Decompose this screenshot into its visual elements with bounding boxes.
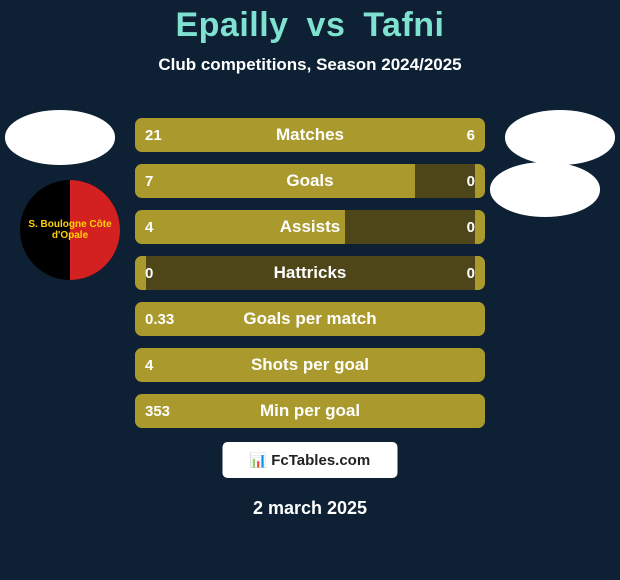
player1-name: Epailly (175, 6, 288, 44)
stat-row: Assists40 (135, 210, 485, 244)
stat-row: Shots per goal4 (135, 348, 485, 382)
avatar-placeholder-right-1 (505, 110, 615, 165)
bar-left-fill (135, 164, 415, 198)
bar-left-fill (135, 302, 485, 336)
stat-row: Goals per match0.33 (135, 302, 485, 336)
subtitle: Club competitions, Season 2024/2025 (0, 55, 620, 75)
bar-right-fill (398, 118, 486, 152)
stats-bars: Matches216 Goals70 Assists40 Hattricks00 Goa… (135, 118, 485, 440)
stat-row: Hattricks00 (135, 256, 485, 290)
crest-half (70, 180, 120, 280)
avatar-placeholder-right-2 (490, 162, 600, 217)
bar-left-fill (135, 394, 485, 428)
site-name: FcTables.com (271, 452, 370, 469)
vs-text: vs (299, 6, 354, 44)
crest-text: S. Boulogne Côte d'Opale (20, 219, 120, 241)
bar-left-fill (135, 256, 146, 290)
bar-left-fill (135, 210, 345, 244)
stat-row: Goals70 (135, 164, 485, 198)
stat-row: Min per goal353 (135, 394, 485, 428)
chart-icon: 📊 (250, 452, 266, 469)
stat-label: Hattricks (135, 256, 485, 290)
bar-left-fill (135, 348, 485, 382)
date-text: 2 march 2025 (0, 498, 620, 519)
bar-right-fill (475, 256, 486, 290)
bar-right-fill (475, 164, 486, 198)
stat-row: Matches216 (135, 118, 485, 152)
bar-left-fill (135, 118, 398, 152)
comparison-card: Epailly vs Tafni Club competitions, Seas… (0, 0, 620, 580)
page-title: Epailly vs Tafni (0, 0, 620, 45)
player2-name: Tafni (363, 6, 444, 44)
bar-right-fill (475, 210, 486, 244)
club-crest-left: S. Boulogne Côte d'Opale (20, 180, 120, 280)
site-logo[interactable]: 📊 FcTables.com (223, 442, 398, 478)
avatar-placeholder-left-1 (5, 110, 115, 165)
